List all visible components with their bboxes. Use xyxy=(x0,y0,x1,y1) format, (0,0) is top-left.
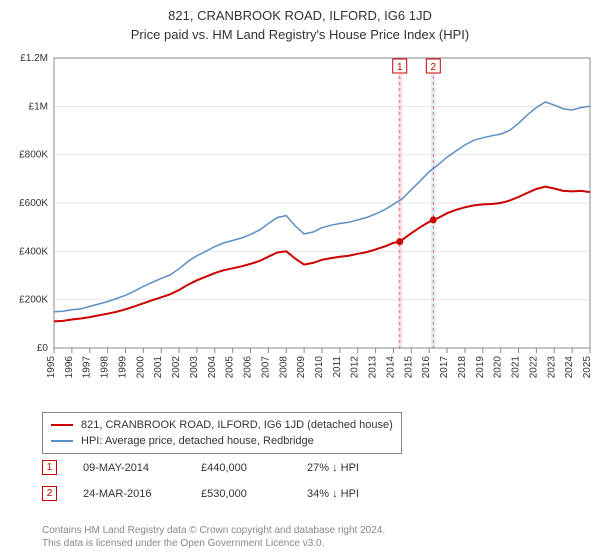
sale-price: £530,000 xyxy=(201,488,281,500)
legend: 821, CRANBROOK ROAD, ILFORD, IG6 1JD (de… xyxy=(42,412,402,454)
y-tick-label: £0 xyxy=(37,343,49,354)
legend-item: HPI: Average price, detached house, Redb… xyxy=(51,433,393,449)
y-tick-label: £1M xyxy=(29,101,48,112)
x-tick-label: 2005 xyxy=(225,356,236,379)
x-tick-label: 2019 xyxy=(475,356,486,379)
legend-label: HPI: Average price, detached house, Redb… xyxy=(81,433,314,449)
sale-point xyxy=(396,238,403,245)
x-tick-label: 2013 xyxy=(368,356,379,379)
chart-subtitle: Price paid vs. HM Land Registry's House … xyxy=(0,23,600,42)
sale-marker-label: 1 xyxy=(397,62,403,73)
x-tick-label: 2014 xyxy=(385,356,396,379)
x-tick-label: 2025 xyxy=(582,356,593,379)
footer-line: Contains HM Land Registry data © Crown c… xyxy=(42,524,588,537)
y-tick-label: £200K xyxy=(19,295,48,306)
legend-swatch xyxy=(51,440,73,442)
series-hpi xyxy=(54,102,590,312)
x-tick-label: 2006 xyxy=(243,356,254,379)
x-tick-label: 2015 xyxy=(403,356,414,379)
sale-date: 09-MAY-2014 xyxy=(83,462,175,474)
sale-marker-label: 2 xyxy=(431,62,437,73)
y-tick-label: £1.2M xyxy=(20,53,48,64)
x-tick-label: 2008 xyxy=(278,356,289,379)
footer-attribution: Contains HM Land Registry data © Crown c… xyxy=(42,524,588,550)
y-tick-label: £800K xyxy=(19,150,48,161)
x-tick-label: 2023 xyxy=(546,356,557,379)
sale-row: 2 24-MAR-2016 £530,000 34% ↓ HPI xyxy=(42,486,359,501)
legend-swatch xyxy=(51,424,73,426)
footer-line: This data is licensed under the Open Gov… xyxy=(42,537,588,550)
x-tick-label: 2007 xyxy=(260,356,271,379)
x-tick-label: 1997 xyxy=(82,356,93,379)
x-tick-label: 2001 xyxy=(153,356,164,379)
x-tick-label: 2011 xyxy=(332,356,343,378)
sale-marker-icon: 1 xyxy=(42,460,57,475)
x-tick-label: 2016 xyxy=(421,356,432,379)
x-tick-label: 2003 xyxy=(189,356,200,379)
x-tick-label: 1996 xyxy=(64,356,75,379)
sale-marker-icon: 2 xyxy=(42,486,57,501)
x-tick-label: 2017 xyxy=(439,356,450,379)
legend-label: 821, CRANBROOK ROAD, ILFORD, IG6 1JD (de… xyxy=(81,417,393,433)
y-tick-label: £400K xyxy=(19,246,48,257)
x-tick-label: 2021 xyxy=(511,356,522,379)
x-tick-label: 1998 xyxy=(100,356,111,379)
y-tick-label: £600K xyxy=(19,198,48,209)
x-tick-label: 2004 xyxy=(207,356,218,379)
sale-date: 24-MAR-2016 xyxy=(83,488,175,500)
x-tick-label: 1999 xyxy=(117,356,128,379)
chart-area: £0 £200K £400K £600K £800K £1M £1.2M 1 2 1995 1996… xyxy=(0,48,600,408)
x-tick-label: 1995 xyxy=(46,356,57,379)
x-tick-label: 2010 xyxy=(314,356,325,379)
x-tick-label: 2024 xyxy=(564,356,575,379)
x-tick-label: 2012 xyxy=(350,356,361,379)
sale-point xyxy=(430,216,437,223)
sale-price: £440,000 xyxy=(201,462,281,474)
x-tick-label: 2022 xyxy=(528,356,539,379)
x-tick-label: 2000 xyxy=(135,356,146,379)
x-tick-label: 2009 xyxy=(296,356,307,379)
chart-title: 821, CRANBROOK ROAD, ILFORD, IG6 1JD xyxy=(0,0,600,23)
sale-diff: 34% ↓ HPI xyxy=(307,488,359,500)
legend-item: 821, CRANBROOK ROAD, ILFORD, IG6 1JD (de… xyxy=(51,417,393,433)
sale-diff: 27% ↓ HPI xyxy=(307,462,359,474)
sale-row: 1 09-MAY-2014 £440,000 27% ↓ HPI xyxy=(42,460,359,475)
x-tick-label: 2018 xyxy=(457,356,468,379)
series-price_paid xyxy=(54,187,590,322)
x-tick-label: 2002 xyxy=(171,356,182,379)
x-tick-label: 2020 xyxy=(493,356,504,379)
